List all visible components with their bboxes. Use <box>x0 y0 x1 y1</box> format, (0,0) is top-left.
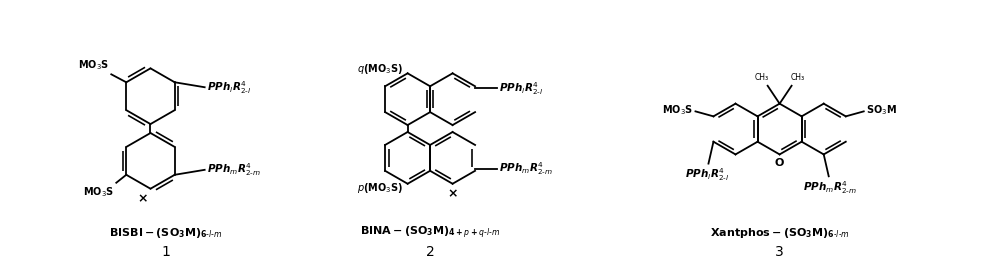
Text: PPh$_l$R$^4_{2\text{-}l}$: PPh$_l$R$^4_{2\text{-}l}$ <box>499 80 543 97</box>
Text: ×: × <box>137 192 148 205</box>
Text: PPh$_m$R$^4_{2\text{-}m}$: PPh$_m$R$^4_{2\text{-}m}$ <box>499 160 553 177</box>
Text: O: O <box>775 158 784 168</box>
Text: $\bf{Xantphos-(SO_3M)_{6\text{-}{\it{l}}\text{-}{\it{m}}}}$: $\bf{Xantphos-(SO_3M)_{6\text{-}{\it{l}}… <box>710 225 850 240</box>
Text: PPh$_l$R$^4_{2\text{-}l}$: PPh$_l$R$^4_{2\text{-}l}$ <box>685 167 730 183</box>
Text: 1: 1 <box>161 246 170 259</box>
Text: $\bf{BINA-(SO_3M)_{4+{\it{p}}+{\it{q}}\text{-}{\it{l}}\text{-}{\it{m}}}}$: $\bf{BINA-(SO_3M)_{4+{\it{p}}+{\it{q}}\t… <box>360 224 500 241</box>
Text: CH₃: CH₃ <box>755 73 769 82</box>
Text: $\bf{BISBI-(SO_3M)_{6\text{-}{\it{l}}\text{-}{\it{m}}}}$: $\bf{BISBI-(SO_3M)_{6\text{-}{\it{l}}\te… <box>109 225 222 240</box>
Text: PPh$_m$R$^4_{2\text{-}m}$: PPh$_m$R$^4_{2\text{-}m}$ <box>207 162 261 178</box>
Text: MO$_3$S: MO$_3$S <box>83 185 114 199</box>
Text: CH₃: CH₃ <box>791 73 805 82</box>
Text: SO$_3$M: SO$_3$M <box>866 104 897 117</box>
Text: $p$(MO$_3$S): $p$(MO$_3$S) <box>357 181 403 195</box>
Text: ×: × <box>447 187 458 200</box>
Text: PPh$_m$R$^4_{2\text{-}m}$: PPh$_m$R$^4_{2\text{-}m}$ <box>803 179 857 196</box>
Text: PPh$_l$R$^4_{2\text{-}l}$: PPh$_l$R$^4_{2\text{-}l}$ <box>207 79 251 96</box>
Text: MO$_3$S: MO$_3$S <box>78 59 109 72</box>
Text: 3: 3 <box>775 246 784 259</box>
Text: MO$_3$S: MO$_3$S <box>662 104 693 117</box>
Text: 2: 2 <box>426 246 434 259</box>
Text: $q$(MO$_3$S): $q$(MO$_3$S) <box>357 62 403 76</box>
